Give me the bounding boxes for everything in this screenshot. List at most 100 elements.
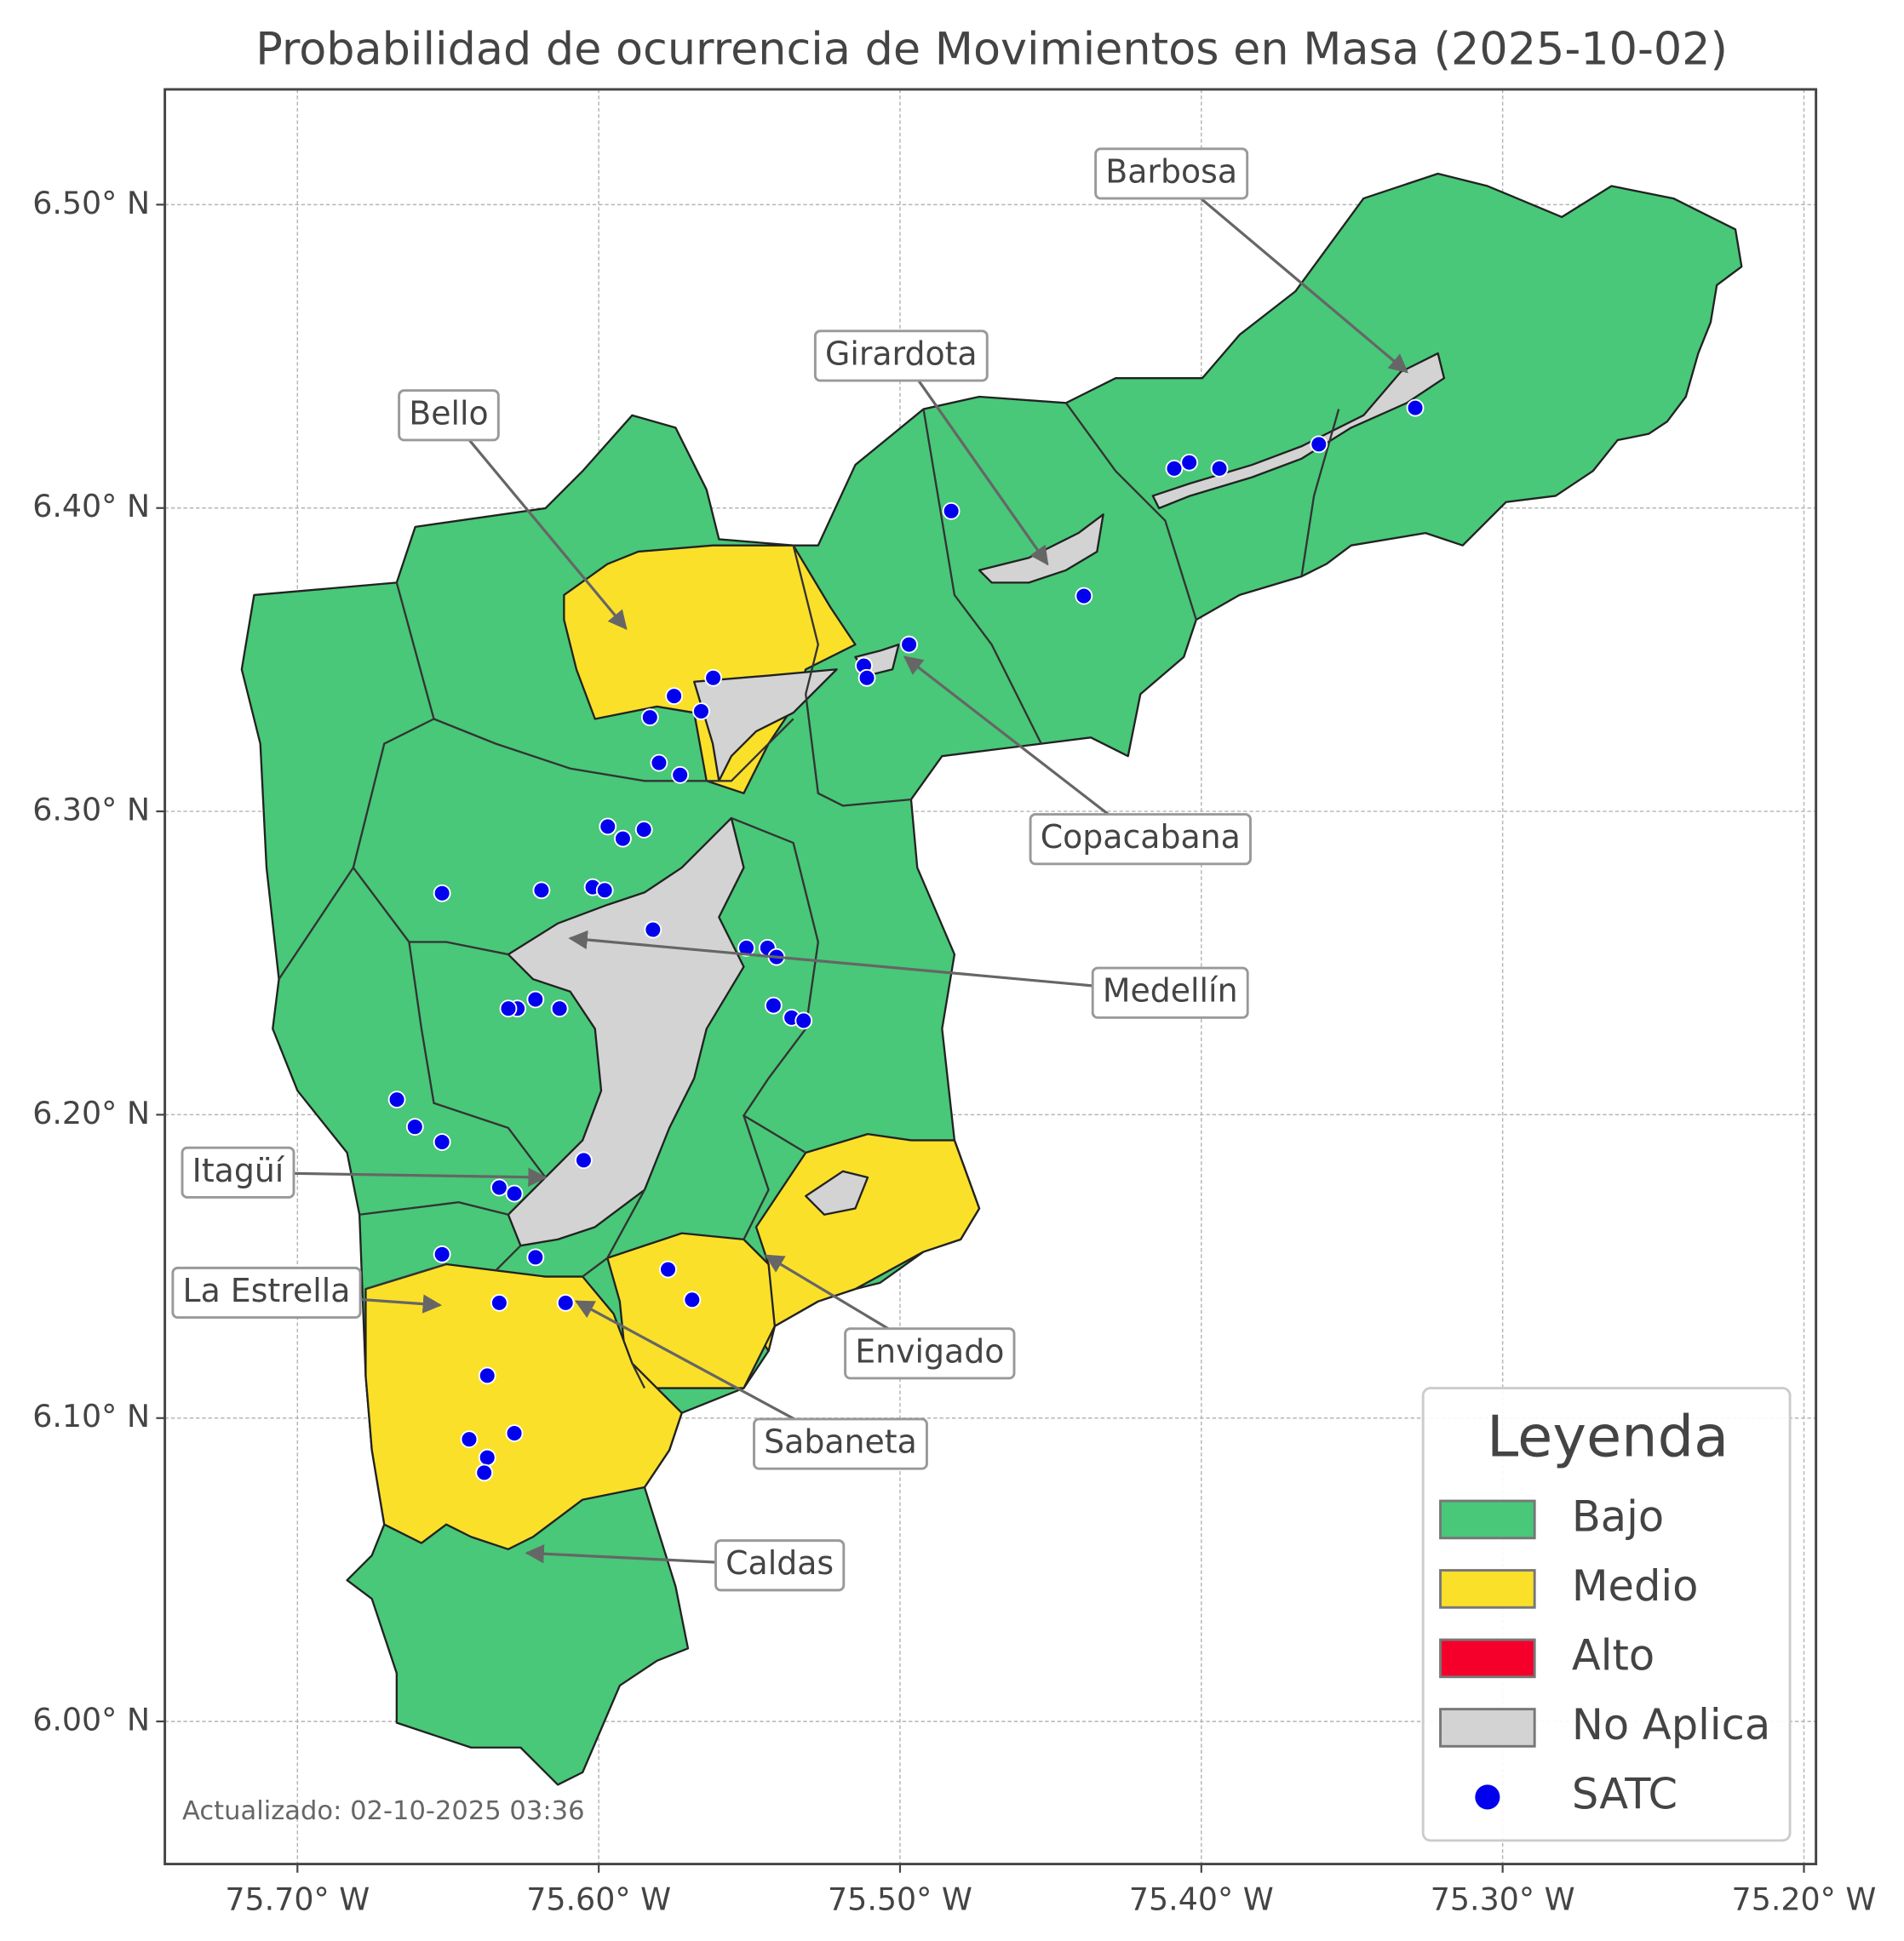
y-tick-label: 6.00° N (32, 1702, 150, 1738)
satc-point (499, 999, 518, 1018)
satc-point (1180, 453, 1199, 472)
satc-point (550, 999, 569, 1018)
satc-point (1165, 459, 1184, 478)
x-tick-label: 75.70° W (225, 1881, 370, 1918)
satc-point (475, 1463, 494, 1482)
x-tick-label: 75.60° W (526, 1881, 671, 1918)
annotation-box (714, 1539, 846, 1592)
y-tick-label: 6.40° N (32, 488, 150, 524)
satc-point (644, 920, 662, 939)
annotation-box (1094, 147, 1249, 200)
legend-title: Leyenda (1487, 1403, 1729, 1469)
annotation-label: Caldas (725, 1544, 834, 1582)
satc-point (387, 1091, 406, 1109)
satc-point (532, 881, 551, 900)
annotation-box (171, 1266, 362, 1320)
annotation-label: Barbosa (1105, 152, 1237, 190)
region-no-aplica (507, 816, 745, 1247)
satc-point (405, 1118, 424, 1137)
satc-point (490, 1293, 508, 1312)
annotations: Barbosa Girardota Bello Copacabana Medellín I… (171, 147, 1408, 1592)
footnote: Actualizado: 02-10-2025 03:36 (182, 1796, 585, 1826)
satc-point (505, 1424, 524, 1442)
satc-point (665, 687, 684, 706)
satc-point (478, 1448, 496, 1467)
annotation-arrow (568, 930, 1171, 994)
satc-point (704, 668, 723, 687)
satc-point (614, 829, 632, 848)
region-medio (563, 544, 857, 794)
region-no-aplica (1151, 352, 1446, 510)
satc-point (671, 765, 690, 784)
annotation-label: Copacabana (1041, 818, 1241, 856)
satc-point (1075, 587, 1093, 605)
satc-point (794, 1011, 813, 1030)
y-tick-label: 6.50° N (32, 185, 150, 221)
satc-point (900, 635, 918, 654)
legend-label: SATC (1572, 1769, 1677, 1818)
x-tick-label: 75.50° W (828, 1881, 972, 1918)
satc-point (599, 817, 617, 836)
satc-point (692, 702, 710, 720)
satc-point (857, 668, 876, 687)
satc-point (640, 708, 659, 727)
annotation-box (1091, 966, 1249, 1019)
legend-label: Bajo (1572, 1492, 1664, 1541)
annotation-arrow (903, 656, 1142, 840)
region-no-aplica (805, 1170, 869, 1216)
plot-frame (163, 88, 1818, 1866)
annotation-box (398, 389, 500, 442)
satc-points (387, 398, 1425, 1482)
annotation-label: Envigado (855, 1332, 1004, 1370)
region-no-aplica (693, 668, 838, 782)
satc-point (505, 1184, 524, 1203)
satc-point (683, 1291, 702, 1309)
satc-point (433, 1245, 451, 1263)
annotation-box (1029, 813, 1252, 866)
region-medio (754, 1132, 981, 1353)
satc-point (634, 821, 653, 839)
annotation-label: La Estrella (183, 1272, 351, 1309)
satc-point (650, 753, 668, 772)
annotation-label: Girardota (825, 335, 978, 372)
regions (240, 172, 1743, 1786)
satc-point (433, 1133, 451, 1151)
y-tick-label: 6.30° N (32, 792, 150, 828)
municipal-boundaries (278, 402, 1340, 1389)
satc-point (764, 996, 783, 1015)
legend: Leyenda Bajo Medio Alto No Aplica SATC (1421, 1387, 1792, 1842)
satc-point (595, 881, 614, 900)
satc-point (460, 1430, 479, 1449)
satc-point (737, 939, 755, 957)
satc-point (575, 1151, 593, 1170)
satc-point (1406, 398, 1425, 417)
annotation-arrow (447, 414, 628, 630)
satc-point (942, 501, 961, 520)
region-medio (606, 1232, 776, 1389)
x-tick-label: 75.20° W (1732, 1881, 1877, 1918)
annotation-box (181, 1146, 295, 1199)
legend-swatch (1439, 1569, 1536, 1609)
annotation-arrow (900, 355, 1049, 566)
x-tick-label: 75.30° W (1431, 1881, 1575, 1918)
annotation-label: Medellín (1103, 972, 1238, 1010)
satc-point (526, 1248, 545, 1267)
annotation-box (753, 1417, 928, 1470)
region-medio (364, 1263, 683, 1550)
satc-point (1310, 435, 1328, 454)
annotation-label: Itagüí (192, 1152, 285, 1189)
satc-point (478, 1366, 496, 1385)
satc-point (490, 1178, 508, 1197)
y-tick-label: 6.20° N (32, 1095, 150, 1131)
annotation-label: Bello (409, 394, 488, 432)
legend-swatch (1439, 1638, 1536, 1679)
annotation-box (844, 1327, 1016, 1380)
satc-point (1210, 459, 1229, 478)
satc-point (433, 884, 451, 902)
legend-label: No Aplica (1572, 1700, 1770, 1749)
x-tick-label: 75.40° W (1129, 1881, 1274, 1918)
annotation-arrow (1170, 172, 1408, 374)
annotation-box (813, 329, 989, 382)
